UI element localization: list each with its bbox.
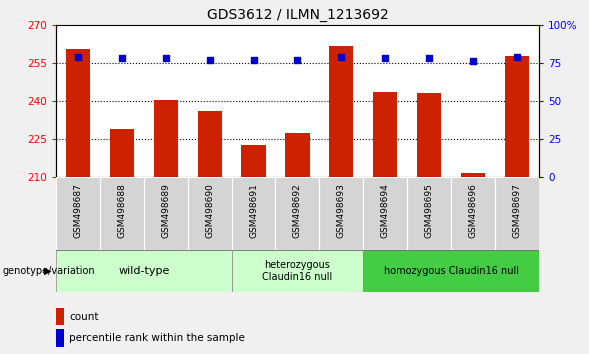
Bar <box>231 177 276 250</box>
Point <box>73 54 82 59</box>
Text: GSM498694: GSM498694 <box>380 183 390 238</box>
Bar <box>451 177 495 250</box>
Text: genotype/variation: genotype/variation <box>3 266 95 276</box>
Bar <box>495 177 539 250</box>
Point <box>425 56 434 61</box>
Point <box>337 54 346 59</box>
Text: ▶: ▶ <box>44 266 51 276</box>
Text: GSM498687: GSM498687 <box>74 183 82 238</box>
Point <box>468 58 478 64</box>
Bar <box>56 308 64 325</box>
Bar <box>197 111 221 177</box>
Bar <box>56 329 64 347</box>
Bar <box>241 145 266 177</box>
Point <box>117 56 127 61</box>
Bar <box>56 250 231 292</box>
Bar <box>285 133 310 177</box>
Bar <box>56 177 100 250</box>
Text: GSM498695: GSM498695 <box>425 183 434 238</box>
Bar <box>100 177 144 250</box>
Text: percentile rank within the sample: percentile rank within the sample <box>70 333 245 343</box>
Text: GSM498696: GSM498696 <box>469 183 478 238</box>
Point <box>380 56 390 61</box>
Bar <box>407 177 451 250</box>
Text: GSM498690: GSM498690 <box>205 183 214 238</box>
Point <box>293 57 302 63</box>
Text: GSM498689: GSM498689 <box>161 183 170 238</box>
Text: GSM498692: GSM498692 <box>293 183 302 238</box>
Text: GSM498693: GSM498693 <box>337 183 346 238</box>
Bar <box>319 177 363 250</box>
Point <box>161 56 170 61</box>
Bar <box>231 250 363 292</box>
Bar <box>329 46 353 177</box>
Title: GDS3612 / ILMN_1213692: GDS3612 / ILMN_1213692 <box>207 8 388 22</box>
Bar <box>276 177 319 250</box>
Text: GSM498691: GSM498691 <box>249 183 258 238</box>
Bar <box>188 177 231 250</box>
Bar <box>505 57 529 177</box>
Bar <box>144 177 188 250</box>
Bar <box>363 250 539 292</box>
Text: homozygous Claudin16 null: homozygous Claudin16 null <box>383 266 519 276</box>
Point <box>512 54 522 59</box>
Bar <box>417 93 441 177</box>
Text: GSM498697: GSM498697 <box>512 183 521 238</box>
Point <box>205 57 214 63</box>
Bar <box>66 49 90 177</box>
Text: heterozygous
Claudin16 null: heterozygous Claudin16 null <box>262 260 333 282</box>
Point <box>249 57 258 63</box>
Text: wild-type: wild-type <box>118 266 170 276</box>
Bar <box>373 92 398 177</box>
Bar <box>154 99 178 177</box>
Bar <box>461 173 485 177</box>
Text: GSM498688: GSM498688 <box>117 183 126 238</box>
Bar <box>363 177 407 250</box>
Text: count: count <box>70 312 99 322</box>
Bar <box>110 129 134 177</box>
